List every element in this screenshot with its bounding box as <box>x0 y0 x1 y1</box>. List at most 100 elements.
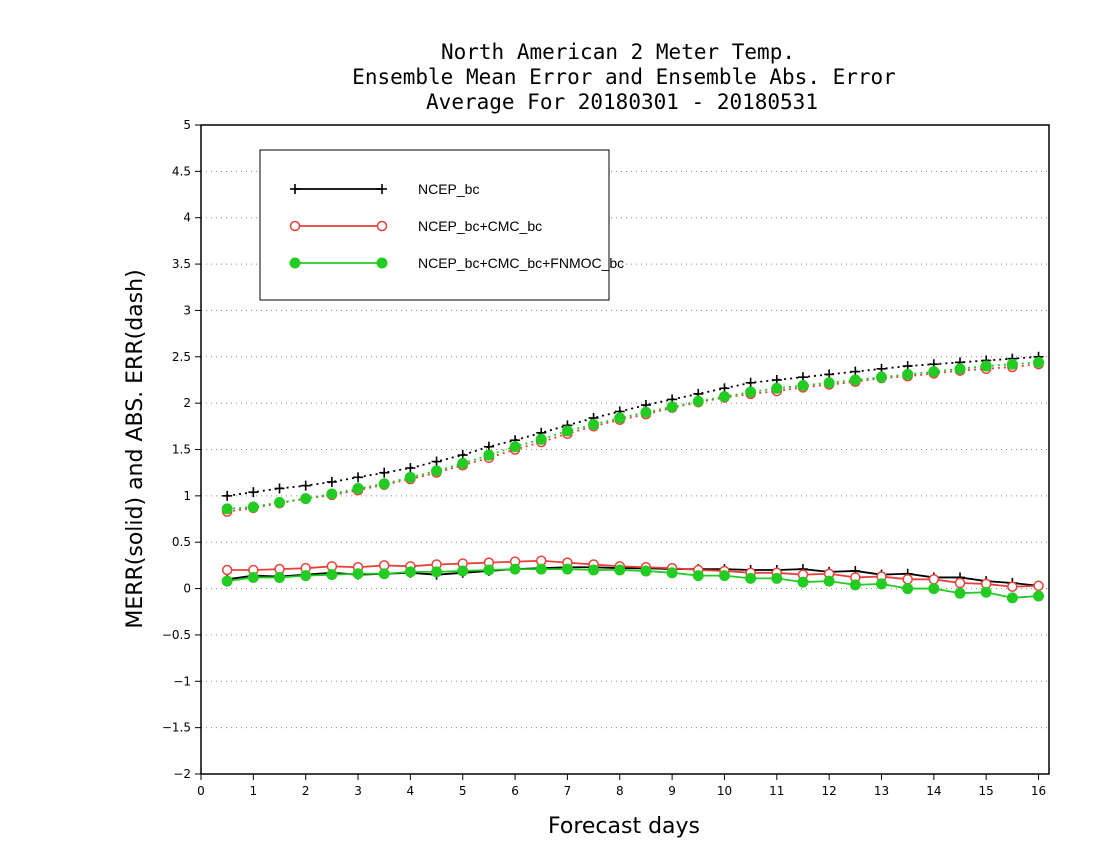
legend-label: NCEP_bc <box>418 181 479 197</box>
abs-err-point <box>718 391 730 403</box>
abs-err-point <box>353 472 364 483</box>
abs-err-point <box>849 374 861 386</box>
series-2 <box>221 358 1044 592</box>
abs-err-line <box>227 361 1039 510</box>
abs-err-point <box>379 467 390 478</box>
x-tick-label: 3 <box>354 784 362 798</box>
x-tick-label: 11 <box>769 784 784 798</box>
abs-err-point <box>405 463 416 474</box>
y-tick-label: 1 <box>183 489 191 503</box>
abs-err-point <box>378 478 390 490</box>
abs-err-point <box>797 380 809 392</box>
merr-point <box>588 564 600 576</box>
series-1 <box>222 351 1044 591</box>
abs-err-point <box>928 366 940 378</box>
abs-err-point <box>352 482 364 494</box>
merr-point <box>326 569 338 581</box>
x-tick-label: 5 <box>459 784 467 798</box>
title-line-3: Average For 20180301 - 20180531 <box>426 90 818 114</box>
merr-point <box>614 564 626 576</box>
merr-point <box>823 575 835 587</box>
abs-err-point <box>483 449 495 461</box>
abs-err-point <box>588 418 600 430</box>
abs-err-point <box>300 480 311 491</box>
merr-point <box>1033 580 1044 592</box>
merr-point <box>300 570 312 582</box>
y-tick-label: 4 <box>183 211 191 225</box>
x-tick-label: 0 <box>197 784 205 798</box>
abs-err-point <box>640 406 652 418</box>
y-tick-label: −1 <box>173 674 191 688</box>
x-axis-ticks: 0 1 2 3 4 5 6 7 8 9 10 11 12 13 14 15 16 <box>197 774 1046 798</box>
abs-err-point <box>326 488 338 500</box>
legend-entry: NCEP_bc <box>290 181 479 197</box>
x-axis-title: Forecast days <box>548 814 700 839</box>
merr-point <box>718 570 730 582</box>
y-tick-label: 1.5 <box>172 443 191 457</box>
abs-err-point <box>248 487 259 498</box>
merr-point <box>902 583 914 595</box>
legend-marker <box>377 184 387 194</box>
legend-marker <box>290 184 300 194</box>
x-tick-label: 15 <box>979 784 994 798</box>
merr-point <box>483 564 495 576</box>
y-tick-label: 3.5 <box>172 257 191 271</box>
merr-point <box>745 572 757 584</box>
legend-marker <box>289 257 301 269</box>
y-tick-label: −0.5 <box>162 628 191 642</box>
abs-err-point <box>614 412 626 424</box>
legend-label: NCEP_bc+CMC_bc <box>418 218 542 234</box>
merr-point <box>274 571 286 583</box>
abs-err-point <box>1033 356 1045 368</box>
x-tick-label: 10 <box>717 784 732 798</box>
abs-err-point <box>823 377 835 389</box>
y-tick-label: 4.5 <box>172 164 191 178</box>
x-tick-label: 1 <box>250 784 258 798</box>
merr-point <box>928 574 940 585</box>
y-axis-title: MERR(solid) and ABS. ERR(dash) <box>123 269 148 628</box>
abs-err-point <box>326 476 337 487</box>
merr-point <box>771 572 783 584</box>
merr-point <box>692 570 704 582</box>
merr-point <box>954 577 966 589</box>
merr-point <box>954 587 966 599</box>
abs-err-point <box>274 483 285 494</box>
abs-err-point <box>247 501 259 513</box>
abs-err-line <box>227 355 1039 497</box>
y-tick-label: −2 <box>173 767 191 781</box>
abs-err-point <box>300 493 312 505</box>
merr-point <box>1006 592 1018 604</box>
abs-err-point <box>902 368 914 380</box>
y-tick-label: 5 <box>183 118 191 132</box>
legend: NCEP_bc NCEP_bc+CMC_bc NCEP_bc+CMC_bc+FNMO… <box>259 149 624 301</box>
title-line-2: Ensemble Mean Error and Ensemble Abs. Er… <box>352 65 896 89</box>
legend-entry: NCEP_bc+CMC_bc <box>289 218 542 234</box>
abs-err-point <box>954 363 966 375</box>
abs-err-point <box>1006 358 1018 370</box>
merr-point <box>875 578 887 590</box>
y-tick-label: −1.5 <box>162 721 191 735</box>
abs-err-point <box>535 433 547 445</box>
abs-err-point <box>666 401 678 413</box>
merr-point <box>797 576 809 588</box>
abs-err-point <box>274 496 286 508</box>
x-tick-label: 16 <box>1031 784 1046 798</box>
merr-point <box>666 567 678 579</box>
merr-point <box>352 568 364 580</box>
merr-point <box>849 579 861 591</box>
abs-err-line <box>227 363 1039 513</box>
legend-label: NCEP_bc+CMC_bc+FNMOC_bc <box>418 255 624 271</box>
legend-entry: NCEP_bc+CMC_bc+FNMOC_bc <box>289 255 624 271</box>
abs-err-point <box>221 503 233 515</box>
x-tick-label: 6 <box>511 784 519 798</box>
abs-err-point <box>692 395 704 407</box>
merr-line <box>227 568 1039 599</box>
y-tick-label: 0 <box>183 582 191 596</box>
abs-err-point <box>404 471 416 483</box>
merr-point <box>247 571 259 583</box>
merr-point <box>1033 590 1045 602</box>
merr-point <box>1007 581 1018 592</box>
abs-err-point <box>745 377 756 388</box>
chart-title: North American 2 Meter Temp. Ensemble Me… <box>352 40 896 114</box>
abs-err-point <box>457 457 469 469</box>
